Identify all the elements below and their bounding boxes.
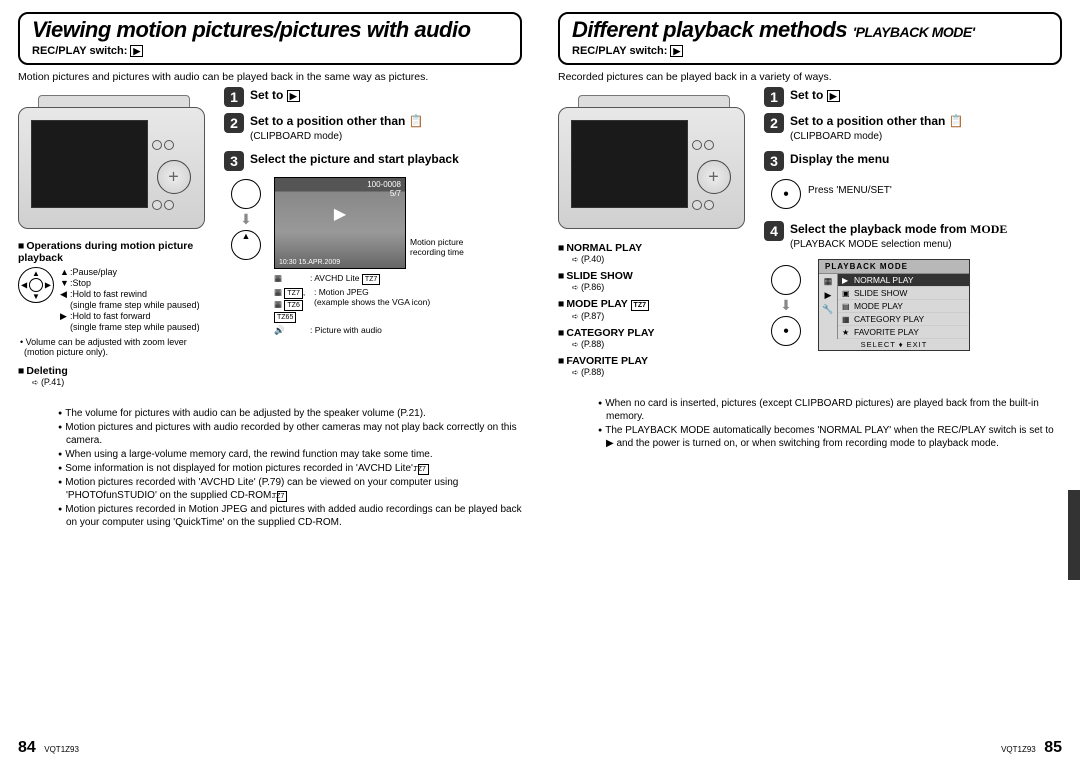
page-number-left: 84 VQT1Z93 <box>18 739 83 757</box>
left-notes: The volume for pictures with audio can b… <box>18 407 522 529</box>
dpad-select-icon <box>231 179 261 209</box>
right-header: Different playback methods 'PLAYBACK MOD… <box>558 12 1062 65</box>
play-icon: ▶ <box>287 90 300 102</box>
play-icon: ▶ <box>827 90 840 102</box>
page-left: Viewing motion pictures/pictures with au… <box>0 0 540 765</box>
legend: ▦ : AVCHD Lite TZ7 ▦ TZ7, ▦ TZ6 TZ65 : M… <box>274 273 522 336</box>
ops-list: ▲:Pause/play ▼:Stop ◀:Hold to fast rewin… <box>60 267 200 333</box>
step-4: Select the playback mode from MODE (PLAY… <box>790 221 1007 253</box>
step-3: Select the picture and start playback <box>250 151 459 167</box>
step-1: Set to ▶ <box>790 87 840 103</box>
left-header: Viewing motion pictures/pictures with au… <box>18 12 522 65</box>
step-2: Set to a position other than 📋 (CLIPBOAR… <box>250 113 424 145</box>
step-1-num: 1 <box>764 87 784 107</box>
thumb-tab <box>1068 490 1080 580</box>
play-tab-icon: ▶ <box>819 290 837 301</box>
right-title: Different playback methods 'PLAYBACK MOD… <box>572 17 1048 43</box>
playback-mode-menu: PLAYBACK MODE ▦ ▶ 🔧 ▶NORMAL PLAY ▣SLIDE … <box>818 259 970 351</box>
page-right: Different playback methods 'PLAYBACK MOD… <box>540 0 1080 765</box>
step-4-num: 4 <box>764 221 784 241</box>
left-title: Viewing motion pictures/pictures with au… <box>32 17 508 43</box>
dpad-icon: ▲▼ ◀▶ <box>18 267 54 303</box>
step-3-sub: Press 'MENU/SET' <box>808 177 892 211</box>
mode-tab-icon: ▦ <box>819 276 837 287</box>
step-2-num: 2 <box>764 113 784 133</box>
step-1: Set to ▶ <box>250 87 300 103</box>
step-3-num: 3 <box>764 151 784 171</box>
step-3-num: 3 <box>224 151 244 171</box>
step-1-num: 1 <box>224 87 244 107</box>
arrow-down-icon: ⬇ <box>764 297 808 314</box>
camera-illustration <box>558 87 753 232</box>
rec-time-callout: Motion picture recording time <box>410 237 475 257</box>
right-switch: REC/PLAY switch: ▶ <box>572 45 1048 57</box>
setup-tab-icon: 🔧 <box>819 304 837 315</box>
step-2-num: 2 <box>224 113 244 133</box>
play-icon: ▶ <box>670 45 683 57</box>
play-overlay-icon: ▶ <box>334 204 346 224</box>
deleting-heading: Deleting <box>18 365 218 377</box>
dpad-icon <box>771 265 801 295</box>
right-intro: Recorded pictures can be played back in … <box>558 71 1062 83</box>
deleting-ref: (P.41) <box>18 377 218 387</box>
page-number-right: VQT1Z93 85 <box>997 739 1062 757</box>
left-intro: Motion pictures and pictures with audio … <box>18 71 522 83</box>
ops-heading: Operations during motion picture playbac… <box>18 240 218 264</box>
dpad-up-icon <box>231 230 261 260</box>
play-modes: NORMAL PLAY (P.40) SLIDE SHOW (P.86) MOD… <box>558 242 758 377</box>
arrow-down-icon: ⬇ <box>224 211 268 228</box>
volume-note: • Volume can be adjusted with zoom lever… <box>18 337 218 357</box>
step-2: Set to a position other than 📋 (CLIPBOAR… <box>790 113 964 145</box>
menu-set-icon <box>771 179 801 209</box>
playback-preview: 100-0008 5/7 ▶ 10:30 15.APR.2009 <box>274 177 406 269</box>
play-icon: ▶ <box>130 45 143 57</box>
step-3: Display the menu <box>790 151 889 167</box>
camera-illustration <box>18 87 213 232</box>
dpad-center-icon <box>771 316 801 346</box>
left-switch: REC/PLAY switch: ▶ <box>32 45 508 57</box>
right-notes: When no card is inserted, pictures (exce… <box>558 397 1062 450</box>
